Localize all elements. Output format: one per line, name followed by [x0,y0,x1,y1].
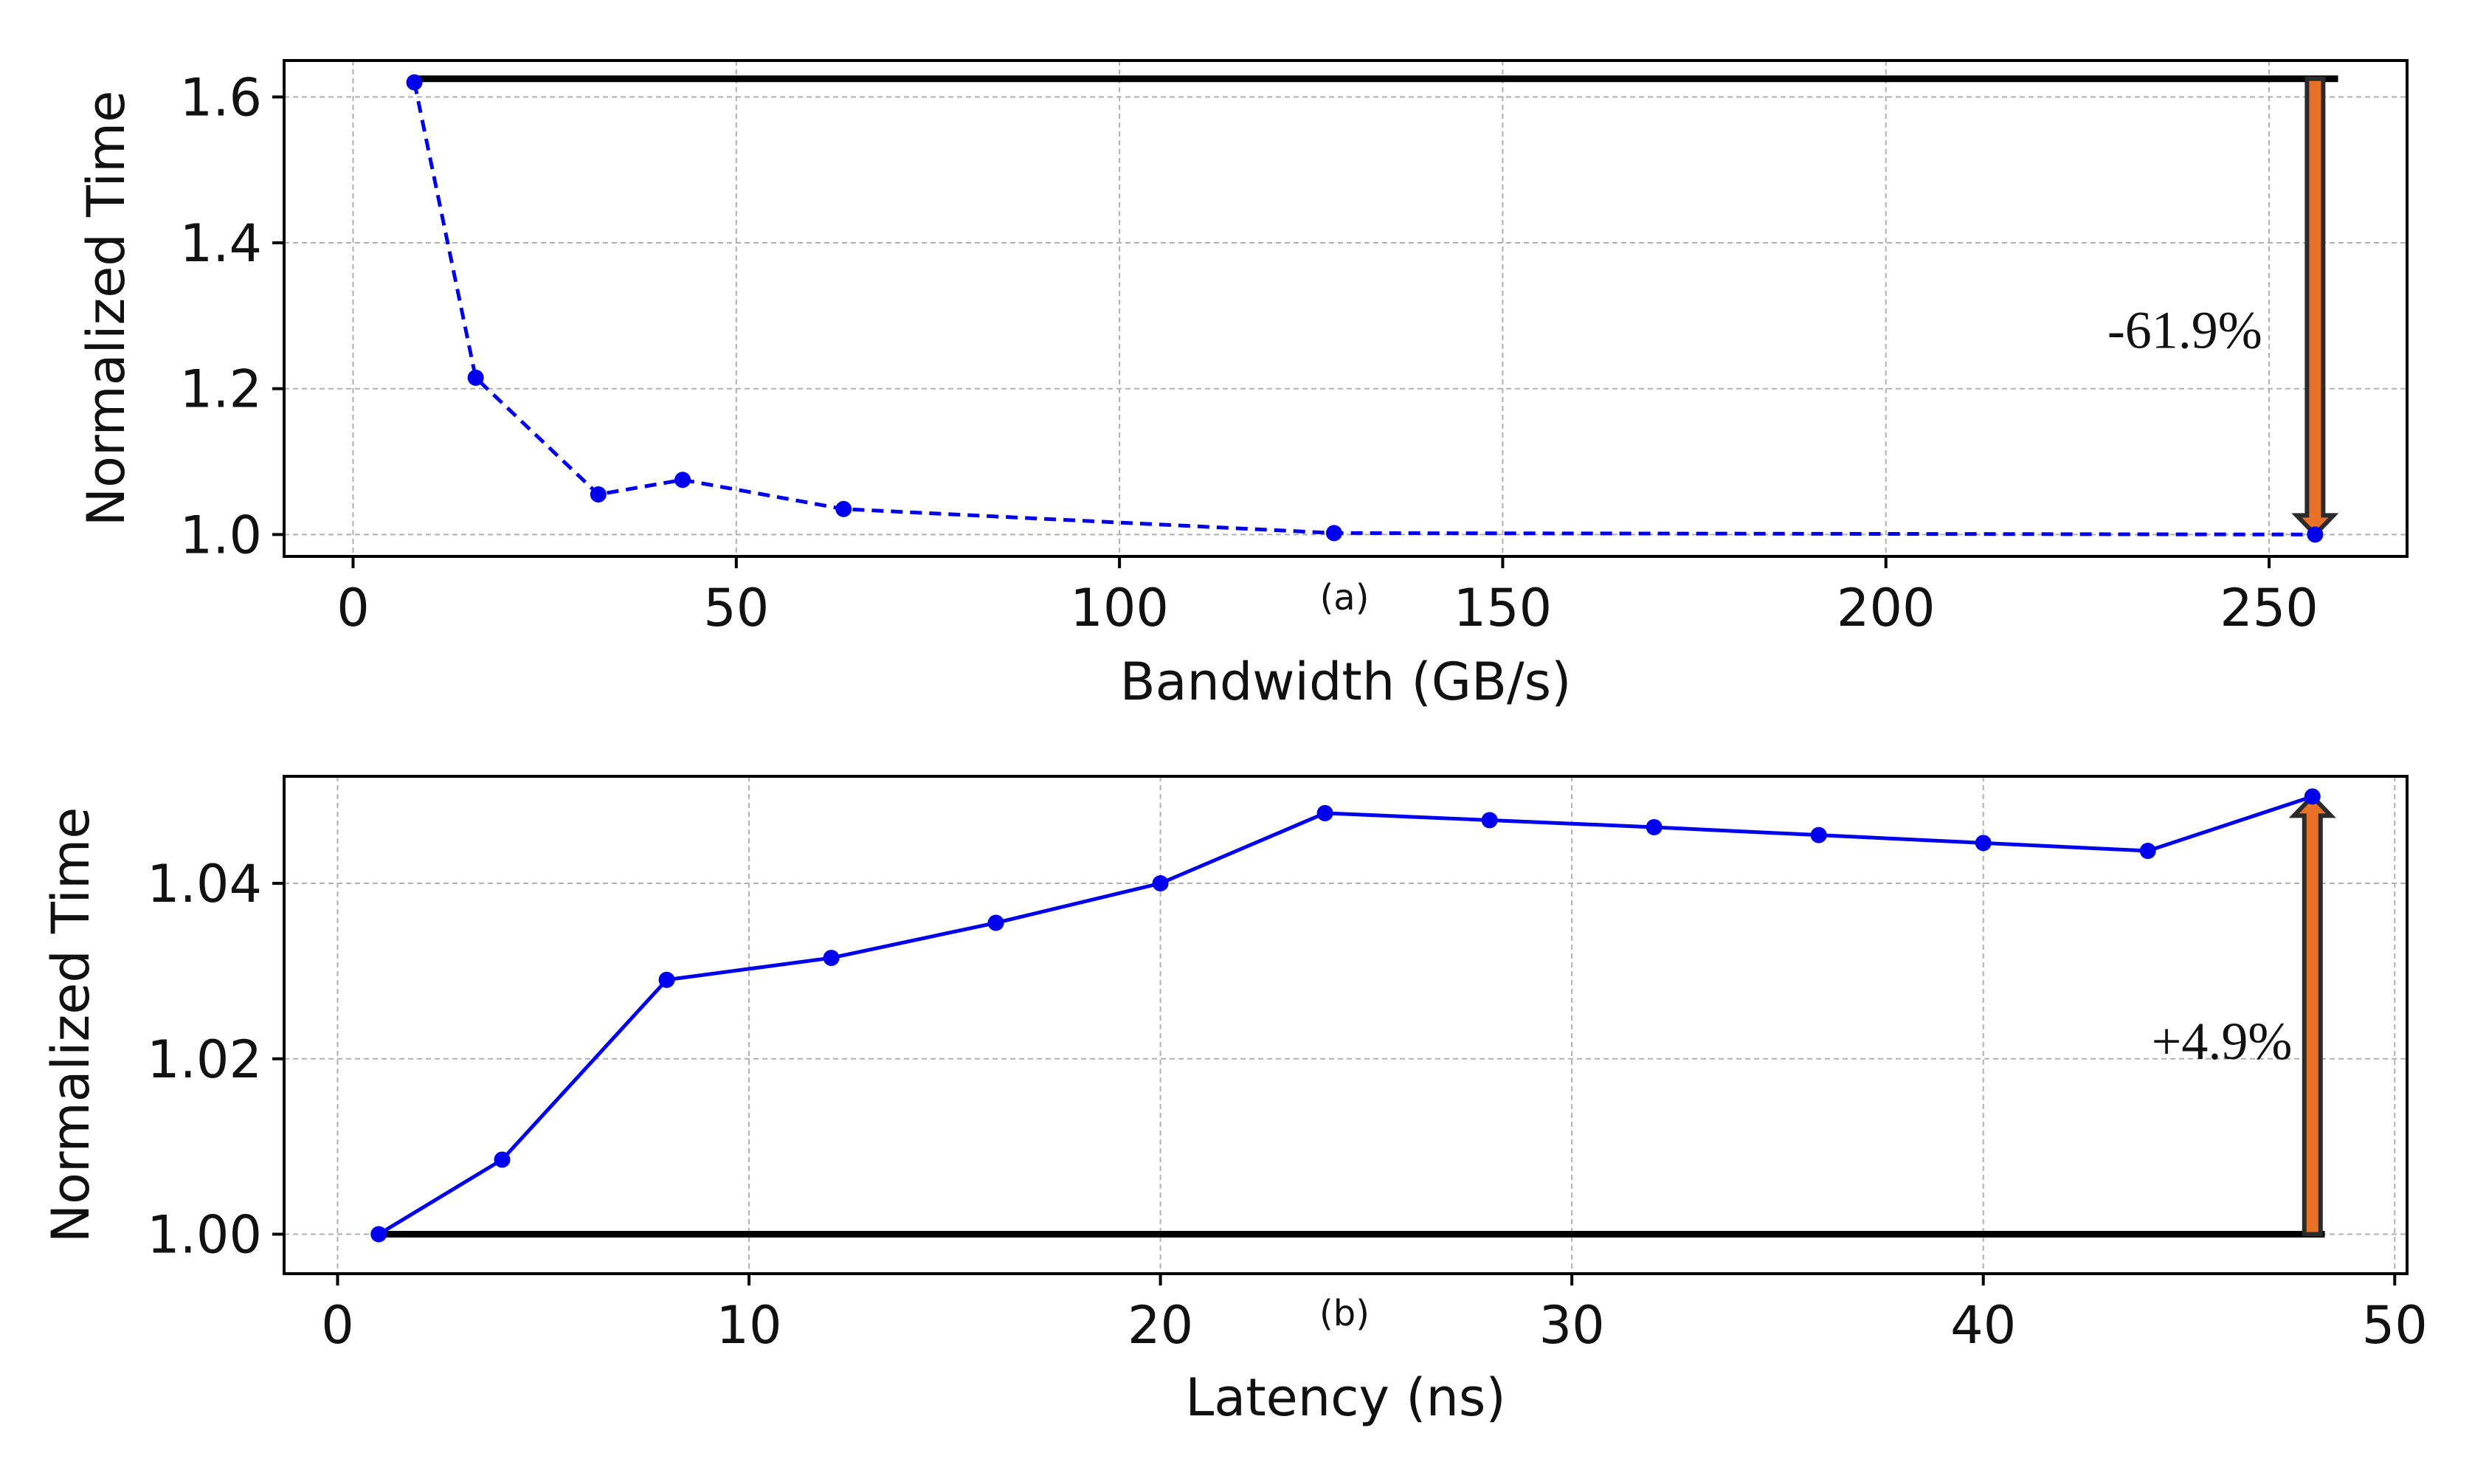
y-tick-label-2: 1.4 [180,213,262,274]
data-point-3 [823,950,840,967]
y-tick-label-1: 1.02 [147,1029,262,1090]
y-tick-label-3: 1.6 [180,67,262,128]
x-tick-label-0: 0 [321,1295,354,1356]
change-annotation: +4.9% [2152,1012,2293,1071]
plot-frame [283,59,2409,558]
x-tick-label-5: 50 [2362,1295,2428,1356]
y-axis-label: Normalized Time [41,807,101,1243]
data-point-2 [658,971,675,988]
data-point-8 [1646,818,1663,835]
data-point-4 [835,500,852,517]
data-point-0 [370,1226,387,1243]
y-tick-label-0: 1.00 [147,1205,262,1266]
data-point-1 [494,1151,511,1168]
series-line [412,82,2316,536]
x-tick-label-0: 0 [336,578,370,638]
data-point-3 [674,472,691,489]
x-tick-label-1: 50 [703,578,769,638]
data-point-6 [2307,526,2324,543]
data-point-5 [1152,875,1169,892]
x-axis-label: Latency (ns) [1185,1367,1505,1428]
data-point-2 [590,486,607,503]
series-line [377,794,2313,1236]
x-tick-label-4: 40 [1950,1295,2016,1356]
data-point-7 [1481,812,1498,829]
y-tick-label-0: 1.0 [180,505,262,565]
panel-a-bandwidth: 0 50 100 150 200 250 1.0 1.2 1.4 1.6 Bandwidth (GB… [76,59,2409,712]
y-axis-label: Normalized Time [76,91,137,527]
x-tick-label-2: 100 [1070,578,1169,638]
data-point-9 [1810,826,1827,843]
x-tick-label-5: 250 [2220,578,2319,638]
data-point-5 [1325,525,1342,542]
data-point-10 [1975,835,1992,852]
x-tick-label-2: 20 [1128,1295,1193,1356]
x-tick-label-3: 30 [1539,1295,1605,1356]
plot-frame [283,775,2409,1275]
panel-b-latency: 0 10 20 30 40 50 1.00 1.02 1.04 Latency (ns) Norma… [41,775,2428,1428]
data-point-1 [467,369,484,386]
data-point-11 [2139,843,2156,860]
y-tick-label-2: 1.04 [147,854,262,914]
y-tick-label-1: 1.2 [180,359,262,420]
change-arrow [2291,76,2339,538]
x-tick-label-3: 150 [1454,578,1553,638]
change-arrow [2288,793,2336,1237]
x-tick-label-4: 200 [1837,578,1936,638]
panel-label: (a) [1320,577,1370,618]
data-point-4 [987,914,1004,931]
data-point-6 [1316,804,1333,821]
data-point-12 [2304,788,2321,805]
change-annotation: -61.9% [2107,301,2262,360]
x-tick-label-1: 10 [717,1295,782,1356]
x-axis-label: Bandwidth (GB/s) [1120,652,1572,712]
panel-label: (b) [1319,1293,1370,1334]
data-point-0 [406,74,423,91]
